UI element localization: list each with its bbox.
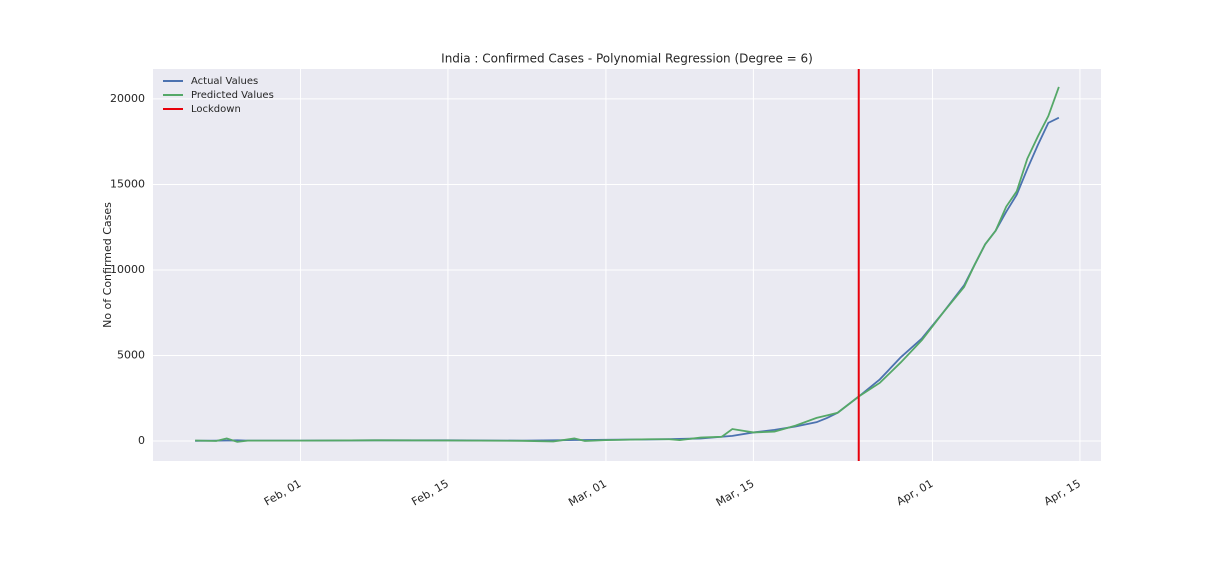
x-tick-label: Feb, 01 [262, 477, 304, 508]
y-tick-label: 5000 [117, 348, 145, 361]
x-tick-label: Apr, 01 [894, 477, 935, 508]
y-tick-label: 0 [138, 434, 145, 447]
x-tick-label: Mar, 15 [714, 477, 757, 509]
y-tick-label: 20000 [110, 92, 145, 105]
y-axis-label: No of Confirmed Cases [101, 202, 114, 328]
x-tick-label: Apr, 15 [1042, 477, 1083, 508]
plot-area [153, 69, 1101, 461]
legend-label: Predicted Values [191, 90, 274, 101]
x-tick-label: Mar, 01 [566, 477, 609, 509]
chart-title: India : Confirmed Cases - Polynomial Reg… [441, 52, 813, 66]
x-tick-label: Feb, 15 [409, 477, 451, 508]
legend-label: Actual Values [191, 76, 258, 87]
y-tick-label: 15000 [110, 177, 145, 190]
y-tick-label: 10000 [110, 263, 145, 276]
series-line [195, 86, 1060, 443]
legend-label: Lockdown [191, 104, 241, 115]
